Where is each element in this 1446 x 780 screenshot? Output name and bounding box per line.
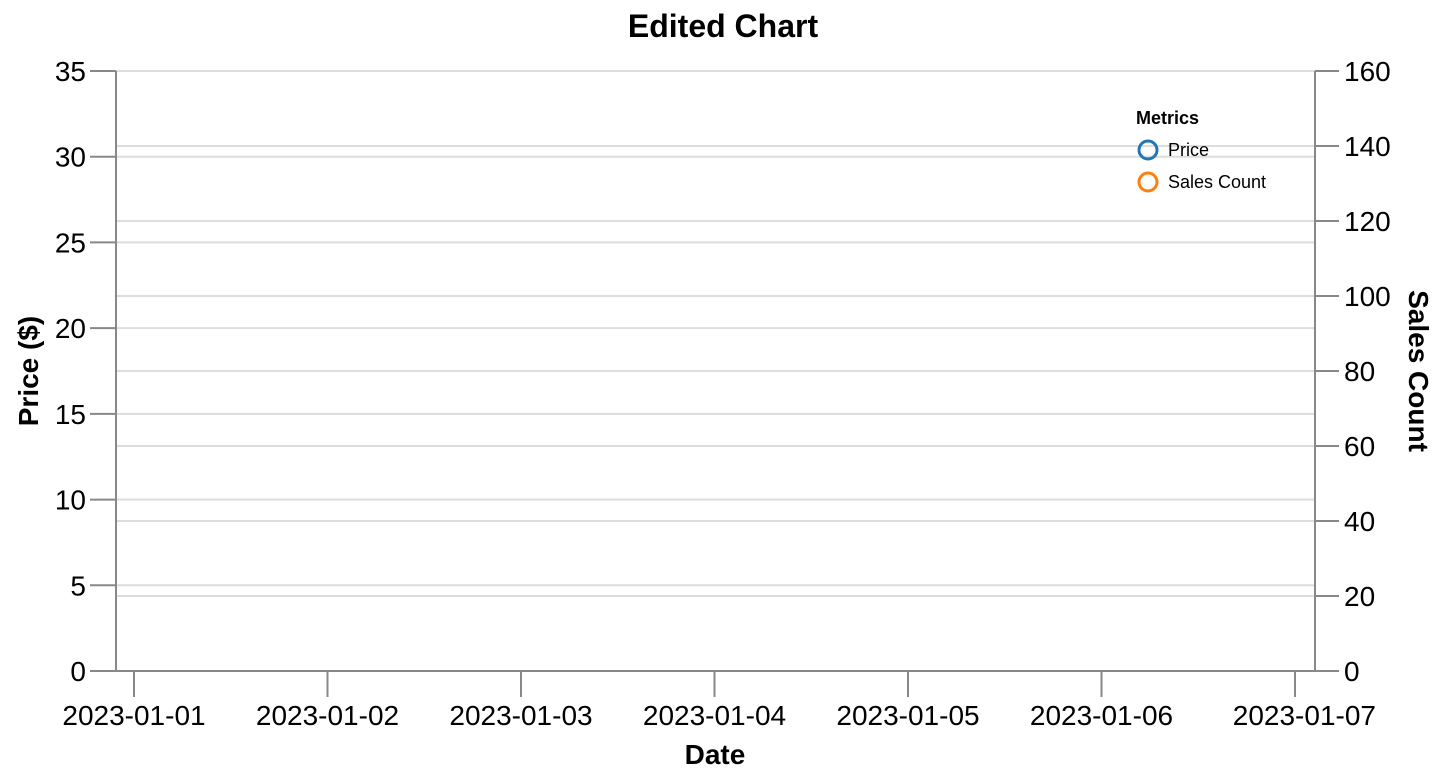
y-tick-label: 5 <box>70 570 86 601</box>
x-tick-label: 2023-01-05 <box>836 700 979 731</box>
y2-axis-title: Sales Count <box>1403 290 1434 452</box>
y-tick-label: 25 <box>55 227 86 258</box>
left-gridlines <box>116 70 1315 672</box>
y2-tick-label: 60 <box>1344 431 1375 462</box>
legend-price-marker <box>1137 139 1159 161</box>
y2-tick-label: 20 <box>1344 581 1375 612</box>
right-gridlines <box>116 70 1315 672</box>
x-axis-title: Date <box>685 739 746 770</box>
legend-title: Metrics <box>1136 108 1199 128</box>
y-tick-label: 20 <box>55 313 86 344</box>
y2-tick-label: 80 <box>1344 356 1375 387</box>
chart-title: Edited Chart <box>628 8 819 44</box>
y2-tick-label: 140 <box>1344 131 1391 162</box>
y-tick-label: 0 <box>70 656 86 687</box>
y2-tick-label: 120 <box>1344 206 1391 237</box>
y2-tick-label: 100 <box>1344 281 1391 312</box>
legend-sales-count-marker <box>1137 171 1159 193</box>
left-y-axis: 0 5 10 15 20 25 30 35 <box>55 56 116 687</box>
x-tick-label: 2023-01-06 <box>1030 700 1173 731</box>
x-tick-label: 2023-01-07 <box>1233 700 1376 731</box>
y-tick-label: 30 <box>55 142 86 173</box>
x-tick-label: 2023-01-04 <box>643 700 786 731</box>
x-tick-label: 2023-01-03 <box>449 700 592 731</box>
legend-sales-count-label: Sales Count <box>1168 172 1266 192</box>
y2-tick-label: 40 <box>1344 506 1375 537</box>
right-y-axis: 0 20 40 60 80 100 120 140 160 <box>1315 56 1391 687</box>
y2-tick-label: 160 <box>1344 56 1391 87</box>
y-tick-label: 35 <box>55 56 86 87</box>
y-tick-label: 10 <box>55 485 86 516</box>
legend-price-label: Price <box>1168 140 1209 160</box>
x-tick-label: 2023-01-01 <box>62 700 205 731</box>
x-tick-label: 2023-01-02 <box>256 700 399 731</box>
y-tick-label: 15 <box>55 399 86 430</box>
y2-tick-label: 0 <box>1344 656 1360 687</box>
y-axis-title: Price ($) <box>13 316 44 427</box>
legend: Metrics Price Sales Count <box>1136 108 1266 193</box>
x-axis: 2023-01-01 2023-01-02 2023-01-03 2023-01-04… <box>62 671 1376 731</box>
